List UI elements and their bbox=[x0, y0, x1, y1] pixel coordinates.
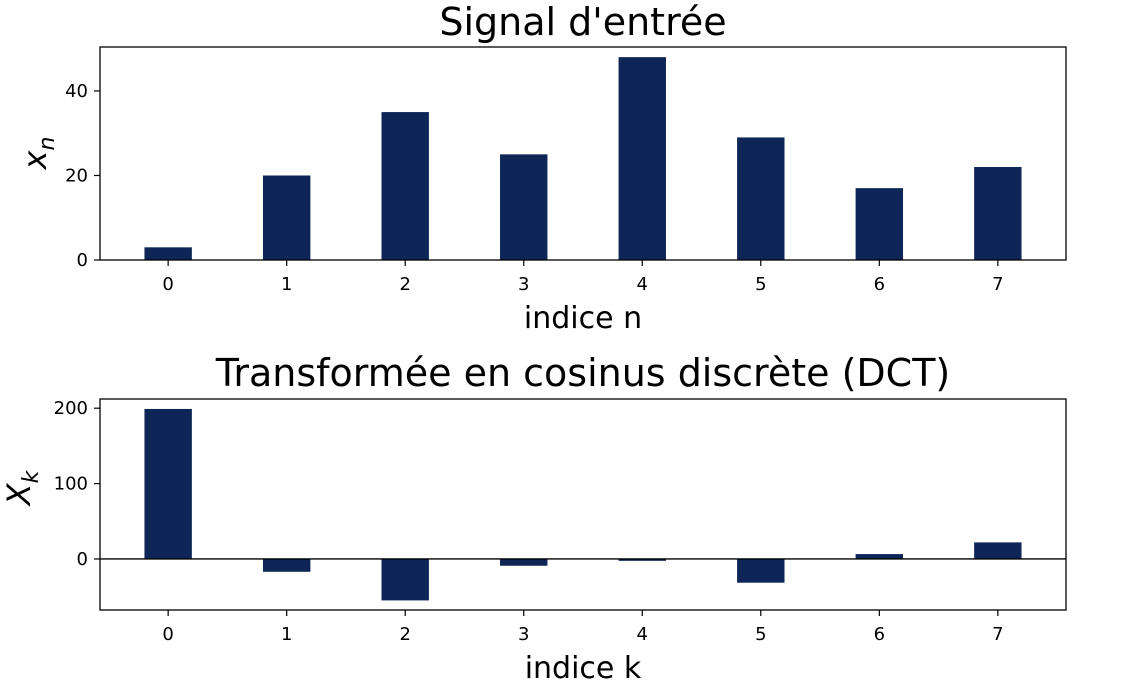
chart-title: Transformée en cosinus discrète (DCT) bbox=[215, 351, 951, 395]
x-tick-label: 5 bbox=[755, 274, 766, 295]
plot-area: 0 1 2 3 4 5 6 7 0 100 200 bbox=[54, 398, 1066, 645]
y-axis-label: Xk bbox=[0, 469, 44, 507]
x-tick-label: 6 bbox=[874, 274, 885, 295]
x-tick-label: 2 bbox=[399, 274, 410, 295]
bar-4 bbox=[618, 57, 666, 260]
chart-title: Signal d'entrée bbox=[439, 0, 726, 44]
y-tick-label: 100 bbox=[54, 474, 88, 495]
y-axis-label-main: x bbox=[16, 149, 54, 170]
x-tick-label: 1 bbox=[281, 624, 292, 645]
bar-7 bbox=[974, 167, 1022, 260]
x-tick-label: 6 bbox=[874, 624, 885, 645]
x-tick-label: 3 bbox=[518, 624, 529, 645]
bar-0 bbox=[144, 408, 192, 559]
bar-2 bbox=[381, 558, 429, 601]
x-tick-label: 3 bbox=[518, 274, 529, 295]
plot-area: 0 1 2 3 4 5 6 7 0 20 40 bbox=[65, 57, 1022, 295]
bar-2 bbox=[381, 112, 429, 260]
y-axis-label-sub: n bbox=[35, 137, 60, 151]
bar-5 bbox=[737, 558, 785, 583]
bar-6 bbox=[855, 188, 904, 260]
x-tick-label: 7 bbox=[992, 274, 1003, 295]
y-tick-label: 200 bbox=[54, 398, 88, 419]
x-tick-label: 4 bbox=[637, 624, 648, 645]
x-tick-label: 0 bbox=[162, 274, 173, 295]
chart-dct: Transformée en cosinus discrète (DCT) 0 1… bbox=[0, 351, 1067, 685]
chart-input-signal: Signal d'entrée 0 1 2 3 4 5 6 7 0 20 40 indice n x… bbox=[16, 0, 1067, 336]
bar-3 bbox=[500, 154, 548, 260]
bar-6 bbox=[855, 554, 904, 559]
bar-1 bbox=[262, 558, 311, 572]
x-axis-label: indice k bbox=[525, 651, 642, 685]
bar-4 bbox=[618, 558, 666, 561]
x-tick-label: 5 bbox=[755, 624, 766, 645]
bar-3 bbox=[500, 558, 548, 566]
bar-0 bbox=[144, 247, 192, 260]
x-tick-label: 2 bbox=[399, 624, 410, 645]
y-tick-label: 20 bbox=[65, 165, 88, 186]
plot-frame bbox=[99, 398, 1067, 611]
x-tick-label: 4 bbox=[637, 274, 648, 295]
y-tick-label: 0 bbox=[77, 250, 88, 271]
bar-5 bbox=[737, 137, 785, 260]
y-axis-label: xn bbox=[16, 137, 60, 171]
y-tick-label: 0 bbox=[77, 549, 88, 570]
x-tick-label: 7 bbox=[992, 624, 1003, 645]
bar-7 bbox=[974, 542, 1022, 559]
x-tick-label: 0 bbox=[162, 624, 173, 645]
y-tick-label: 40 bbox=[65, 81, 88, 102]
x-tick-label: 1 bbox=[281, 274, 292, 295]
y-axis-label-sub: k bbox=[19, 469, 44, 483]
y-axis-label-main: X bbox=[0, 482, 38, 507]
bar-1 bbox=[262, 175, 311, 260]
plot-frame bbox=[99, 46, 1067, 261]
x-axis-label: indice n bbox=[524, 301, 642, 336]
